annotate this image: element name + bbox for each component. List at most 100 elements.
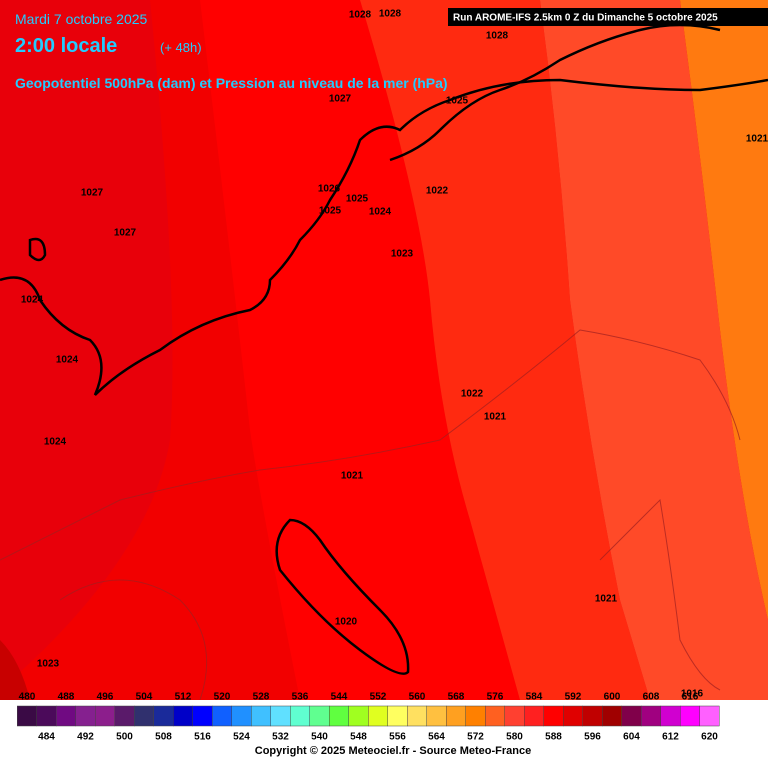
legend-swatch — [212, 705, 232, 727]
legend-label: 608 — [643, 692, 660, 703]
legend-label: 516 — [194, 732, 211, 743]
time: 2:00 locale — [15, 35, 117, 57]
legend-label: 620 — [701, 732, 718, 743]
copyright: Copyright © 2025 Meteociel.fr - Source M… — [255, 745, 531, 757]
legend-swatch — [173, 705, 193, 727]
legend-label: 508 — [155, 732, 172, 743]
legend-label: 480 — [19, 692, 36, 703]
legend-label: 612 — [662, 732, 679, 743]
legend-swatch — [699, 705, 720, 727]
isobar-label: 1027 — [114, 228, 137, 239]
isobar-label: 1027 — [81, 188, 104, 199]
date: Mardi 7 octobre 2025 — [15, 11, 148, 27]
legend-swatch — [524, 705, 544, 727]
legend-swatch — [543, 705, 564, 727]
legend-swatch — [504, 705, 525, 727]
legend-label: 528 — [253, 692, 270, 703]
legend-label: 532 — [272, 732, 289, 743]
legend-swatch — [251, 705, 271, 727]
legend-label: 524 — [233, 732, 250, 743]
lead-time: (+ 48h) — [160, 40, 202, 55]
isobar-label: 1024 — [21, 295, 44, 306]
field-band — [360, 0, 650, 700]
legend-label: 572 — [467, 732, 484, 743]
legend-label: 552 — [370, 692, 387, 703]
field-title: Geopotentiel 500hPa (dam) et Pression au… — [15, 75, 448, 91]
isobar-label: 1025 — [446, 96, 469, 107]
isobar-label: 1020 — [335, 617, 358, 628]
legend-label: 504 — [136, 692, 153, 703]
isobar-label: 1023 — [391, 249, 414, 260]
field-band — [680, 0, 768, 620]
field-band — [0, 640, 30, 700]
legend-swatch — [56, 705, 76, 727]
isobar-label: 1021 — [484, 412, 507, 423]
isobar-label: 1021 — [746, 134, 768, 145]
legend-swatch — [75, 705, 96, 727]
legend-label: 496 — [97, 692, 114, 703]
legend-label: 556 — [389, 732, 406, 743]
legend-label: 616 — [682, 692, 699, 703]
legend-swatch — [153, 705, 174, 727]
legend-swatch — [192, 705, 213, 727]
legend-swatch — [309, 705, 330, 727]
legend-label: 576 — [487, 692, 504, 703]
isobar-label: 1027 — [329, 94, 352, 105]
legend-swatch — [290, 705, 310, 727]
isobar-label: 1021 — [341, 471, 364, 482]
run-box — [448, 8, 768, 26]
legend-swatch — [485, 705, 505, 727]
isobars — [0, 23, 768, 675]
legend-label: 564 — [428, 732, 445, 743]
legend-swatch — [426, 705, 447, 727]
legend-label: 548 — [350, 732, 367, 743]
isobar-label: 1024 — [56, 355, 79, 366]
legend-label: 484 — [38, 732, 55, 743]
legend-swatch — [582, 705, 603, 727]
legend-swatch — [680, 705, 700, 727]
legend-swatch — [641, 705, 661, 727]
legend-label: 512 — [175, 692, 192, 703]
legend-label: 568 — [448, 692, 465, 703]
legend-label: 540 — [311, 732, 328, 743]
legend-label: 536 — [292, 692, 309, 703]
legend-swatch — [387, 705, 408, 727]
run-info: Run AROME-IFS 2.5km 0 Z du Dimanche 5 oc… — [453, 13, 718, 24]
legend-label: 584 — [526, 692, 543, 703]
legend-swatch — [36, 705, 57, 727]
isobar-label: 1023 — [37, 659, 60, 670]
legend-swatch — [114, 705, 135, 727]
isobar-label: 1016 — [681, 689, 704, 700]
legend-label: 544 — [331, 692, 348, 703]
legend-swatch — [563, 705, 583, 727]
legend-swatch — [270, 705, 291, 727]
legend-label: 580 — [506, 732, 523, 743]
legend-label: 588 — [545, 732, 562, 743]
legend-label: 604 — [623, 732, 640, 743]
isobar-label: 1028 — [379, 9, 402, 20]
legend-swatch — [660, 705, 681, 727]
field-band — [200, 0, 520, 700]
isobar-label: 1024 — [369, 207, 392, 218]
legend-swatch — [602, 705, 622, 727]
legend-label: 560 — [409, 692, 426, 703]
field-band — [540, 0, 768, 700]
legend-swatch — [231, 705, 252, 727]
isobar-label: 1028 — [349, 10, 372, 21]
legend-swatch — [407, 705, 427, 727]
legend-label: 596 — [584, 732, 601, 743]
coastlines — [0, 329, 741, 701]
legend-label: 592 — [565, 692, 582, 703]
legend-swatch — [446, 705, 466, 727]
isobar-label: 1022 — [461, 389, 484, 400]
legend-label: 600 — [604, 692, 621, 703]
legend-swatch — [348, 705, 369, 727]
legend-swatch — [621, 705, 642, 727]
isobar-label: 1028 — [486, 31, 509, 42]
isobar-label: 1022 — [426, 186, 449, 197]
legend-swatch — [465, 705, 486, 727]
isobar-label: 1024 — [44, 437, 67, 448]
legend-swatch — [368, 705, 388, 727]
isobar-label: 1021 — [595, 594, 618, 605]
